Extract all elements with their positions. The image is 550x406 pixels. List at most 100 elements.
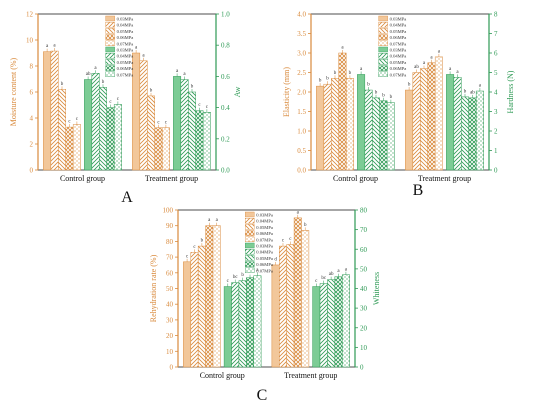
y2-axis-title: Hardness (N) <box>506 70 515 113</box>
right-tick-label: 0.4 <box>221 104 230 112</box>
significance-letter: c <box>289 237 292 242</box>
legend-label: 0.04MPa <box>117 23 134 28</box>
legend-label: 0.05MPa <box>117 60 134 65</box>
legend-swatch <box>378 71 388 78</box>
legend-label: 0.04MPa <box>117 54 134 59</box>
significance-letter: c <box>193 245 196 250</box>
bar-right <box>231 282 240 368</box>
left-tick-label: 4.0 <box>297 11 306 19</box>
legend-swatch <box>378 40 388 46</box>
bar-left <box>183 261 192 368</box>
legend: 0.03MPa0.04MPa0.05MPa0.06MPa0.07MPa0.03M… <box>378 15 407 78</box>
legend-swatch <box>378 65 388 71</box>
significance-letter: b <box>150 88 153 93</box>
legend-swatch <box>105 28 115 34</box>
right-tick-label: 20 <box>360 324 368 332</box>
significance-letter: c <box>76 117 79 122</box>
bar-left <box>338 52 347 171</box>
legend-swatch <box>245 255 255 261</box>
significance-letter: a <box>345 267 348 272</box>
bar-left <box>205 225 214 368</box>
right-tick-label: 0 <box>494 167 498 175</box>
right-tick-label: 10 <box>360 344 368 352</box>
significance-letter: a <box>360 67 363 72</box>
legend-label: 0.03MPa <box>117 48 134 53</box>
significance-letter: b <box>390 95 393 100</box>
chart-panel-b: 0.0 0.5 1.0 1.5 2.0 2.5 3.0 3.5 4.0 0 1 2 3 4 5 6 7 8 Elas… <box>282 11 515 200</box>
significance-letter: a <box>94 66 97 71</box>
left-tick-label: 60 <box>166 269 174 277</box>
significance-letter: a <box>256 268 259 273</box>
left-tick-label: 90 <box>166 222 174 230</box>
right-tick-label: 7 <box>494 30 498 38</box>
significance-letter: b <box>191 85 194 90</box>
legend-label: 0.06MPa <box>117 66 134 71</box>
bar-right <box>379 100 388 171</box>
left-tick-label: 2.0 <box>297 89 306 97</box>
legend-swatch <box>105 15 115 22</box>
significance-letter: c <box>68 120 71 125</box>
left-tick-label: 8 <box>30 63 34 71</box>
legend-swatch <box>105 34 115 40</box>
bar-right <box>188 91 196 171</box>
left-tick-label: 0.5 <box>297 147 306 155</box>
legend-label: 0.05MPa <box>256 225 273 230</box>
bar-left <box>331 78 339 171</box>
bar-left <box>132 52 141 171</box>
right-tick-label: 40 <box>360 285 368 293</box>
significance-letter: a <box>423 61 426 66</box>
bar-left <box>427 62 436 171</box>
bar-left <box>271 264 280 368</box>
legend-label: 0.07MPa <box>256 237 273 242</box>
bar-left <box>293 217 302 368</box>
bar-right <box>84 79 93 171</box>
legend-swatch <box>378 22 388 28</box>
legend-label: 0.06MPa <box>256 231 273 236</box>
left-tick-label: 12 <box>26 11 34 19</box>
bar-right <box>180 79 189 171</box>
legend-label: 0.07MPa <box>117 41 134 46</box>
right-tick-label: 60 <box>360 246 368 254</box>
left-tick-label: 20 <box>166 332 174 340</box>
legend-label: 0.07MPa <box>117 72 134 77</box>
bar-right <box>195 110 204 171</box>
bar-left <box>286 244 295 368</box>
legend: 0.03MPa0.04MPa0.05MPa0.06MPa0.07MPa0.03M… <box>105 15 134 77</box>
legend-swatch <box>378 15 388 22</box>
bar-left <box>58 89 66 171</box>
legend-label: 0.03MPa <box>390 48 407 53</box>
significance-letter: c <box>109 100 112 105</box>
right-tick-label: 70 <box>360 226 368 234</box>
bar-right <box>468 97 477 171</box>
legend-label: 0.06MPa <box>117 35 134 40</box>
bar-right <box>173 76 182 171</box>
significance-letter: bc <box>321 276 327 281</box>
left-tick-label: 70 <box>166 254 174 262</box>
chart-panel-c: 0 10 20 30 40 50 60 70 80 90 100 0 10 20 30 40 50 60 70 80 R… <box>149 207 381 405</box>
significance-letter: a <box>142 53 145 58</box>
bar-right <box>91 73 100 171</box>
right-tick-label: 5 <box>494 69 498 77</box>
bar-right <box>341 274 350 368</box>
category-label: Treatment group <box>418 174 471 183</box>
bar-right <box>386 102 395 171</box>
right-tick-label: 4 <box>494 89 498 97</box>
bar-left <box>197 245 206 368</box>
left-tick-label: 40 <box>166 301 174 309</box>
significance-letter: b <box>334 71 337 76</box>
bar-right <box>357 74 366 171</box>
right-tick-label: 0.2 <box>221 135 230 143</box>
bar-right <box>453 77 462 171</box>
left-tick-label: 50 <box>166 285 174 293</box>
bar-left <box>345 78 354 171</box>
significance-letter: bc <box>233 275 239 280</box>
bar-left <box>420 68 428 171</box>
bar-left <box>72 124 81 171</box>
bar-left <box>301 230 310 368</box>
bar-right <box>223 286 232 368</box>
right-tick-label: 0.6 <box>221 73 230 81</box>
significance-letter: a <box>479 84 482 89</box>
bar-left <box>405 89 414 171</box>
significance-letter: a <box>135 46 138 51</box>
